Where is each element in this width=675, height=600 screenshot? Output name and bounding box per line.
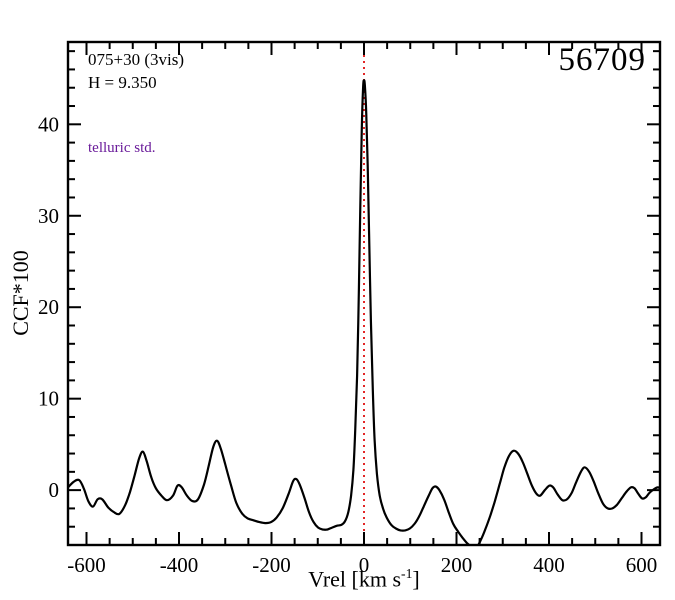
- x-tick-label: 0: [359, 553, 370, 577]
- telluric-std-label: telluric std.: [88, 140, 156, 156]
- target-id-label: 075+30 (3vis): [88, 50, 184, 69]
- x-axis-label-text: Vrel [km s: [308, 566, 402, 592]
- x-tick-label: -600: [67, 553, 106, 577]
- ccf-curve: [68, 79, 660, 545]
- x-axis-label-superscript: -1: [401, 566, 413, 581]
- y-tick-label: 30: [38, 204, 59, 228]
- x-tick-label: 400: [533, 553, 565, 577]
- y-tick-label: 20: [38, 295, 59, 319]
- plot-frame: [66, 40, 662, 547]
- y-tick-label: 40: [38, 112, 59, 136]
- x-axis-label: Vrel [km s-1]: [68, 566, 660, 592]
- y-tick-label: 0: [49, 478, 60, 502]
- h-magnitude-label: H = 9.350: [88, 73, 157, 92]
- x-tick-label: 600: [626, 553, 658, 577]
- y-tick-label: 10: [38, 387, 59, 411]
- mjd-label: 56709: [558, 42, 646, 78]
- x-tick-label: -400: [160, 553, 199, 577]
- x-axis-label-suffix: ]: [412, 566, 420, 592]
- x-tick-label: 200: [441, 553, 473, 577]
- x-tick-label: -200: [252, 553, 291, 577]
- y-axis-label: CCF*100: [8, 250, 33, 336]
